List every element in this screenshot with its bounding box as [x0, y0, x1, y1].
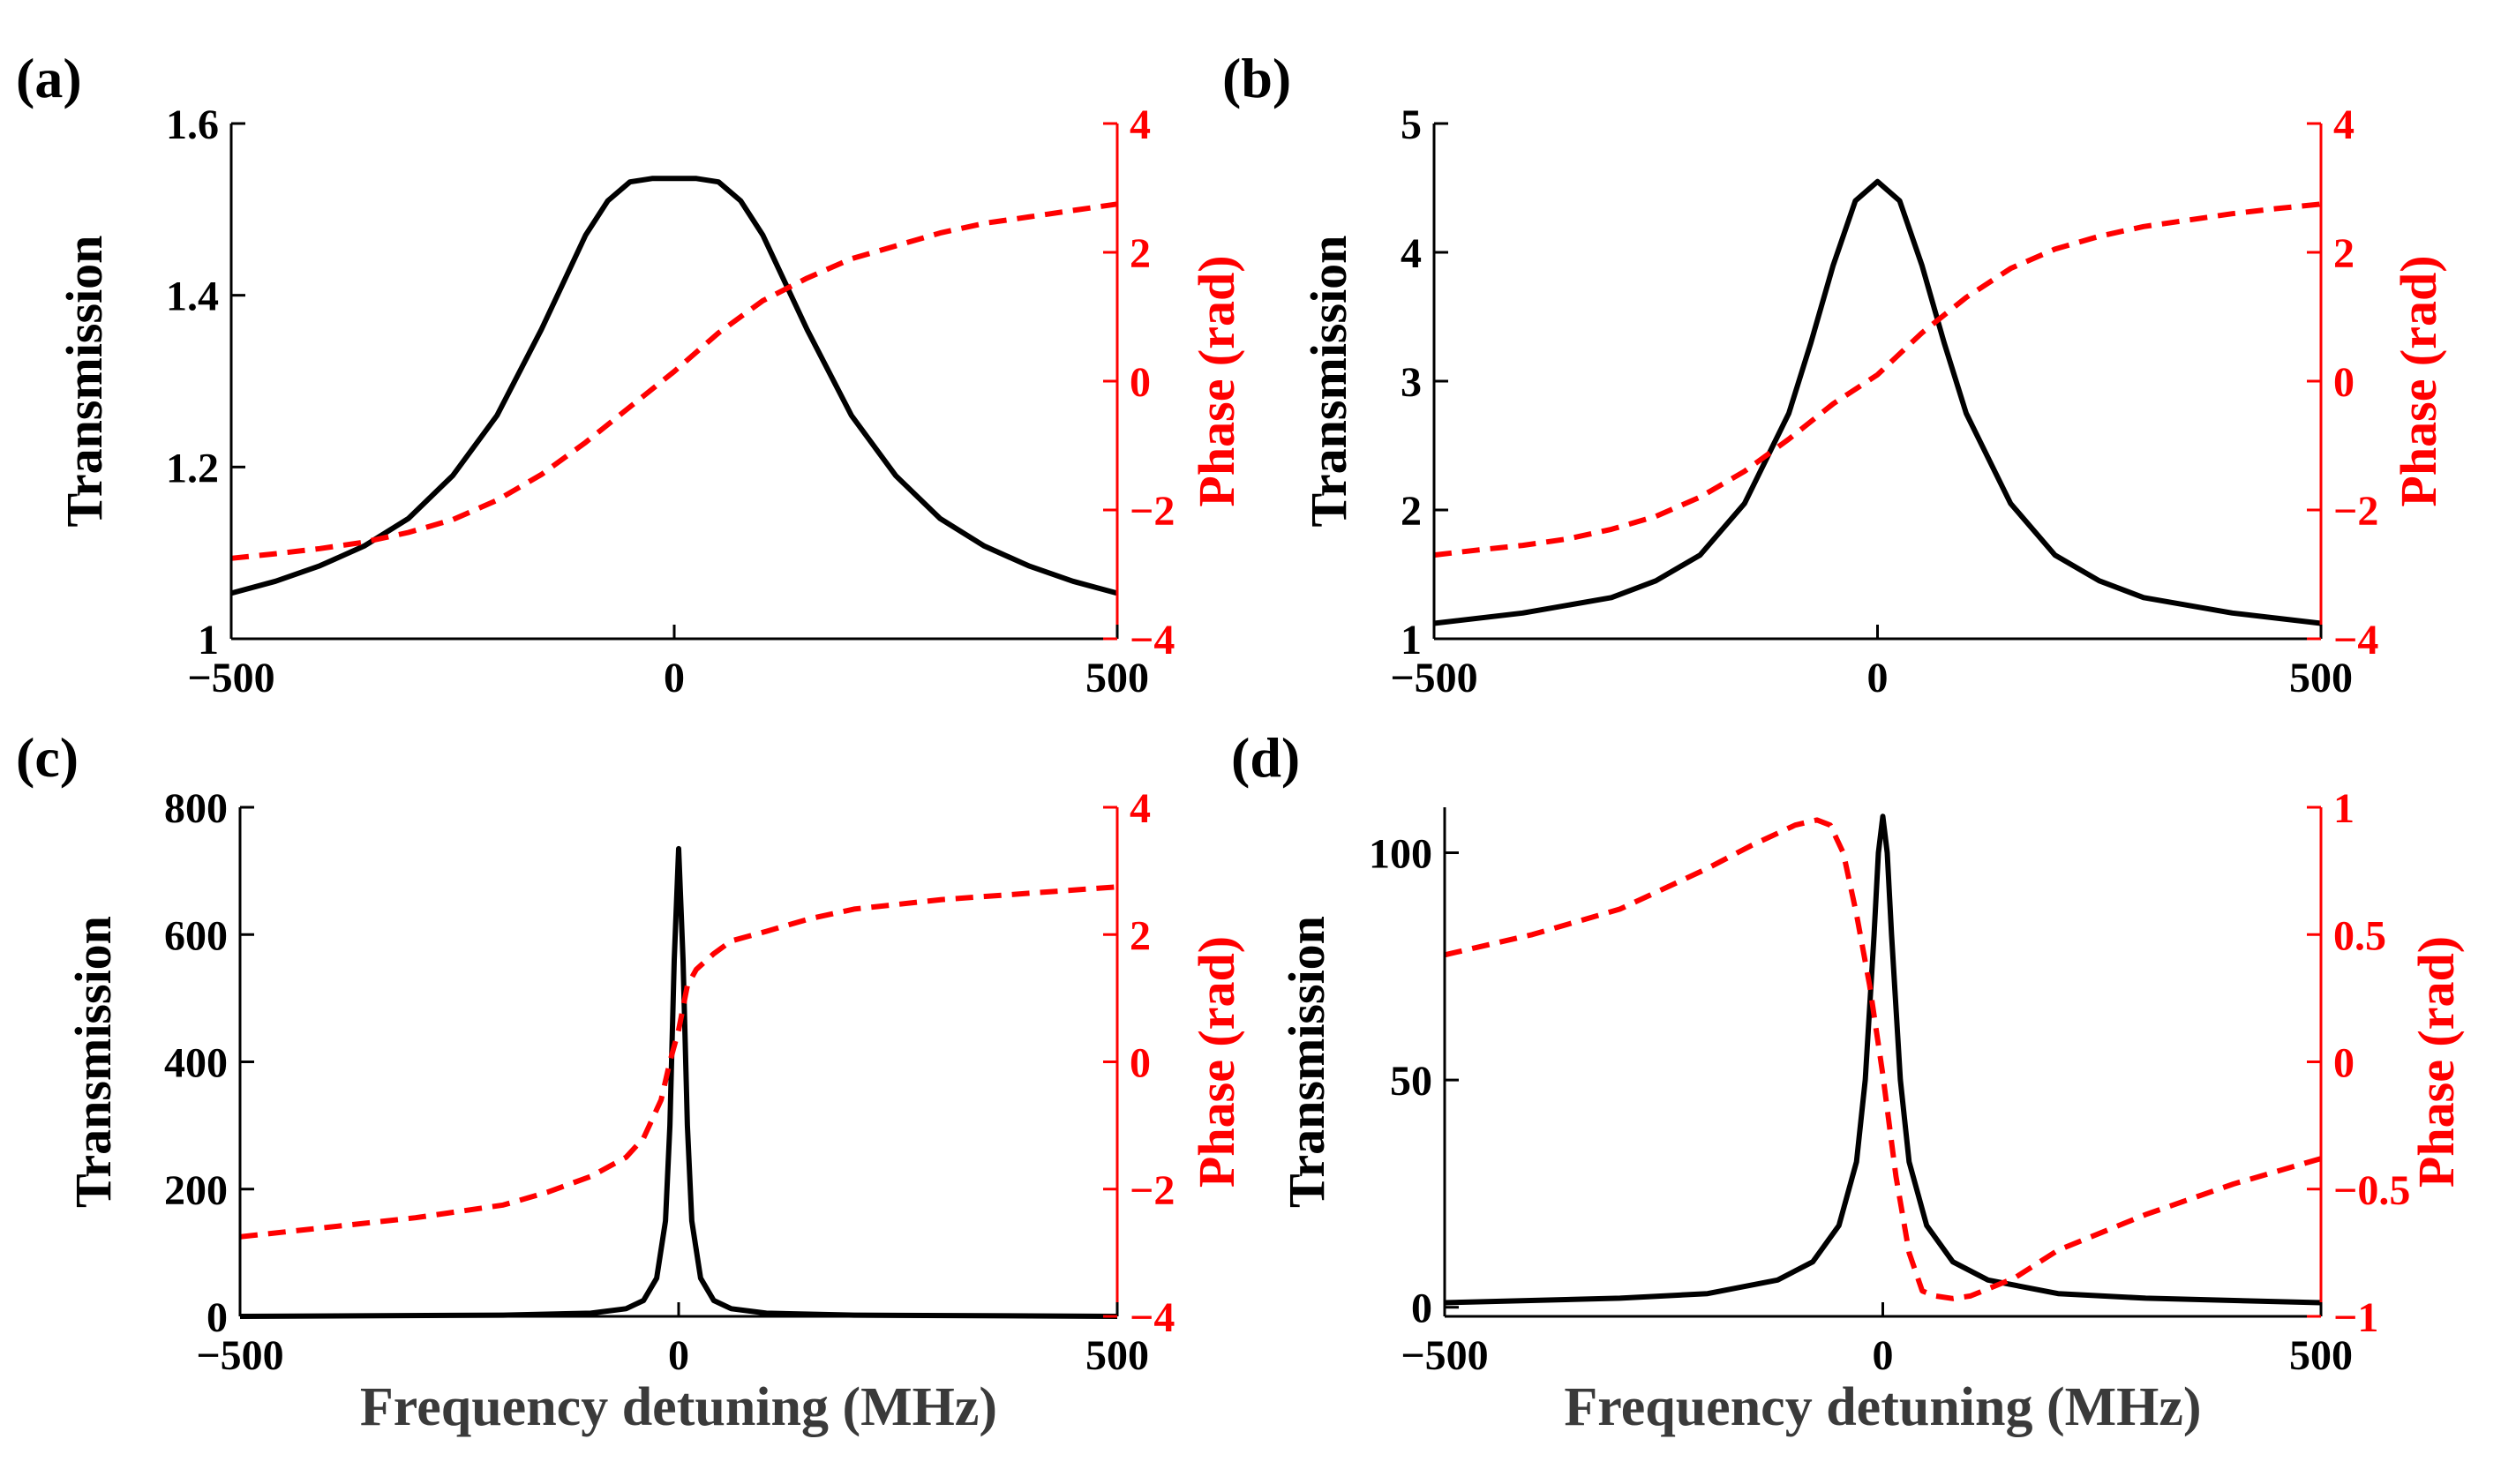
y-tick-label: 1.4 [166, 274, 219, 320]
y2-axis-label: Phase (rad) [2407, 936, 2465, 1188]
y-axis-label: Transmission [1300, 236, 1357, 528]
y-tick-label: 3 [1401, 359, 1422, 406]
x-tick-label: 500 [1085, 1332, 1149, 1379]
y-tick-label: 1 [198, 617, 219, 663]
y-tick-label: 1 [1401, 617, 1422, 663]
y2-tick-label: 0 [2333, 1040, 2355, 1087]
y-axis-label: Transmission [1278, 916, 1335, 1208]
panel-label: (a) [16, 47, 82, 109]
x-tick-label: 500 [1085, 655, 1149, 701]
y2-tick-label: −0.5 [2333, 1167, 2410, 1214]
x-tick-label: 0 [664, 655, 685, 701]
y2-tick-label: −4 [2333, 617, 2378, 663]
y-tick-label: 4 [1401, 230, 1422, 277]
panel-a: −500 0 500 1 1.2 1.4 1.6 −4 −2 0 2 4 Transmission Pha… [16, 47, 1245, 701]
y-tick-label: 600 [164, 912, 228, 959]
panel-label: (d) [1231, 726, 1300, 789]
y2-tick-label: 4 [1130, 785, 1151, 832]
y2-tick-label: 2 [1130, 230, 1151, 277]
y-tick-label: 0 [207, 1294, 228, 1341]
y-tick-label: 200 [164, 1167, 228, 1214]
y-tick-label: 0 [1411, 1285, 1432, 1332]
y-axis-label: Transmission [56, 236, 113, 528]
y2-tick-label: −1 [2333, 1294, 2378, 1341]
phase-curve [239, 884, 1118, 1240]
panel-b: −500 0 500 1 2 3 4 5 −4 −2 0 2 4 Transmission Phase (r… [1222, 47, 2447, 701]
phase-curve [230, 201, 1118, 561]
y-tick-label: 5 [1401, 101, 1422, 148]
y2-tick-label: −4 [1130, 617, 1175, 663]
y-tick-label: 100 [1369, 831, 1432, 878]
x-tick-label: −500 [187, 655, 274, 701]
y2-tick-label: 0 [1130, 359, 1151, 406]
panel-label: (c) [16, 726, 79, 789]
phase-curve [1444, 817, 2322, 1301]
y-tick-label: 400 [164, 1040, 228, 1087]
x-tick-label: 0 [1867, 655, 1889, 701]
y2-axis-label: Phase (rad) [2390, 255, 2447, 506]
x-axis-label: Frequency detuning (MHz) [360, 1377, 997, 1437]
y2-tick-label: 4 [1130, 101, 1151, 148]
y2-tick-label: −2 [1130, 488, 1175, 535]
transmission-curve [230, 176, 1118, 596]
y2-tick-label: −4 [1130, 1294, 1175, 1341]
x-axis-label: Frequency detuning (MHz) [1564, 1377, 2201, 1437]
transmission-curve [239, 845, 1118, 1319]
y2-tick-label: 0.5 [2333, 912, 2386, 959]
y-tick-label: 1.2 [166, 445, 219, 491]
y-tick-label: 2 [1401, 488, 1422, 535]
transmission-curve [1444, 813, 2322, 1306]
panel-label: (b) [1222, 47, 1291, 109]
x-tick-label: 0 [668, 1332, 689, 1379]
y-tick-label: 1.6 [166, 101, 219, 148]
phase-curve [1433, 201, 2322, 558]
y-tick-label: 50 [1390, 1058, 1432, 1105]
y2-tick-label: 2 [1130, 912, 1151, 959]
x-tick-label: 500 [2289, 1332, 2353, 1379]
y2-axis-label: Phase (rad) [1188, 936, 1245, 1188]
x-tick-label: −500 [196, 1332, 283, 1379]
x-tick-label: −500 [1401, 1332, 1488, 1379]
y-tick-label: 800 [164, 785, 228, 832]
x-tick-label: 0 [1873, 1332, 1894, 1379]
y2-axis-label: Phase (rad) [1188, 255, 1245, 506]
y2-tick-label: 0 [2333, 359, 2355, 406]
x-tick-label: −500 [1390, 655, 1477, 701]
panel-c: −500 0 5000200400600800−4−2024Transmission… [16, 726, 1245, 1437]
x-tick-label: 500 [2289, 655, 2353, 701]
y2-tick-label: 2 [2333, 230, 2355, 277]
y2-tick-label: 1 [2333, 785, 2355, 832]
y-axis-label: Transmission [64, 916, 122, 1208]
y2-tick-label: −2 [2333, 488, 2378, 535]
transmission-curve [1433, 178, 2322, 626]
y2-tick-label: 0 [1130, 1040, 1151, 1087]
y2-tick-label: −2 [1130, 1167, 1175, 1214]
y2-tick-label: 4 [2333, 101, 2355, 148]
